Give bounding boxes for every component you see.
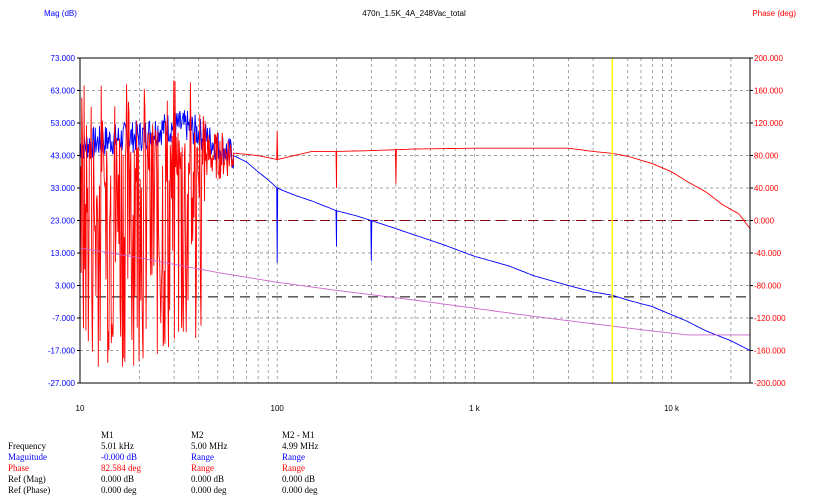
m1-value: 82.584 deg bbox=[101, 463, 141, 473]
row-label: Ref (Phase) bbox=[8, 485, 51, 495]
right-tick-label: 40.000 bbox=[754, 184, 779, 193]
readout-row: Ref (Mag) 0.000 dB 0.000 dB 0.000 dB bbox=[8, 474, 372, 485]
left-tick-label: 33.000 bbox=[51, 184, 76, 193]
x-tick-label: 10 bbox=[76, 404, 85, 413]
m2-value: 0.000 deg bbox=[191, 485, 227, 495]
m2-value: 0.000 dB bbox=[191, 474, 225, 484]
right-tick-label: 0.000 bbox=[754, 217, 775, 226]
right-axis-label: Phase (deg) bbox=[752, 9, 796, 18]
axis-ticks: 73.000 63.000 53.000 43.000 33.000 23.000 13.0… bbox=[48, 54, 786, 413]
readout-row: Maguitude -0.000 dB Range Range bbox=[8, 452, 372, 463]
m1-value: 0.000 dB bbox=[101, 474, 135, 484]
row-label: Frequency bbox=[8, 441, 46, 451]
delta-value: 0.000 dB bbox=[282, 474, 316, 484]
m1-value: -0.000 dB bbox=[101, 452, 137, 462]
row-label: Phase bbox=[8, 463, 29, 473]
series-group bbox=[79, 80, 751, 367]
series-line bbox=[79, 80, 751, 367]
delta-value: Range bbox=[282, 463, 305, 473]
plot-frame bbox=[79, 57, 751, 384]
left-tick-label: 53.000 bbox=[51, 119, 76, 128]
right-tick-label: 160.000 bbox=[754, 87, 783, 96]
m2-value: 5.00 MHz bbox=[191, 441, 228, 451]
marker-readout-table: M1 M2 M2 - M1 Frequency 5.01 kHz 5.00 MH… bbox=[8, 430, 372, 496]
series-line bbox=[79, 110, 751, 351]
left-tick-label: 63.000 bbox=[51, 87, 76, 96]
left-tick-label: 3.000 bbox=[55, 282, 76, 291]
right-tick-label: -120.000 bbox=[754, 314, 786, 323]
grid bbox=[80, 58, 750, 383]
readout-row: Frequency 5.01 kHz 5.00 MHz 4.99 MHz bbox=[8, 441, 372, 452]
series bbox=[79, 110, 751, 351]
left-tick-label: -7.000 bbox=[52, 314, 75, 323]
m1-value: 5.01 kHz bbox=[101, 441, 134, 451]
right-tick-label: 80.000 bbox=[754, 152, 779, 161]
bode-plot: Mag (dB) 470n_1.5K_4A_248Vac_total Phase… bbox=[44, 9, 796, 413]
right-tick-label: -80.000 bbox=[754, 282, 782, 291]
left-tick-label: 43.000 bbox=[51, 152, 76, 161]
right-tick-label: -160.000 bbox=[754, 347, 786, 356]
m1-value: 0.000 deg bbox=[101, 485, 137, 495]
series bbox=[79, 80, 751, 367]
right-tick-label: -200.000 bbox=[754, 379, 786, 388]
left-axis-label: Mag (dB) bbox=[44, 9, 77, 18]
left-tick-label: -17.000 bbox=[48, 347, 76, 356]
x-tick-label: 100 bbox=[271, 404, 285, 413]
readout-row: Ref (Phase) 0.000 deg 0.000 deg 0.000 de… bbox=[8, 485, 372, 496]
m2-value: Range bbox=[191, 463, 214, 473]
readout-row: Phase 82.584 deg Range Range bbox=[8, 463, 372, 474]
right-tick-label: 120.000 bbox=[754, 119, 783, 128]
left-tick-label: -27.000 bbox=[48, 379, 76, 388]
left-tick-label: 13.000 bbox=[51, 249, 76, 258]
x-tick-label: 10 k bbox=[664, 404, 680, 413]
row-label: Maguitude bbox=[8, 452, 47, 462]
left-tick-label: 73.000 bbox=[51, 54, 76, 63]
row-label: Ref (Mag) bbox=[8, 474, 46, 484]
left-tick-label: 23.000 bbox=[51, 217, 76, 226]
series-line bbox=[79, 247, 750, 336]
chart-title: 470n_1.5K_4A_248Vac_total bbox=[362, 9, 466, 18]
delta-value: 0.000 deg bbox=[282, 485, 318, 495]
m2-value: Range bbox=[191, 452, 214, 462]
header-m2: M2 bbox=[191, 430, 204, 440]
right-tick-label: 200.000 bbox=[754, 54, 783, 63]
series bbox=[79, 247, 750, 336]
header-blank bbox=[8, 430, 101, 441]
right-tick-label: -40.000 bbox=[754, 249, 782, 258]
delta-value: 4.99 MHz bbox=[282, 441, 319, 451]
header-m1: M1 bbox=[101, 430, 114, 440]
x-tick-label: 1 k bbox=[469, 404, 481, 413]
header-delta: M2 - M1 bbox=[282, 430, 315, 440]
readout-header-row: M1 M2 M2 - M1 bbox=[8, 430, 372, 441]
delta-value: Range bbox=[282, 452, 305, 462]
